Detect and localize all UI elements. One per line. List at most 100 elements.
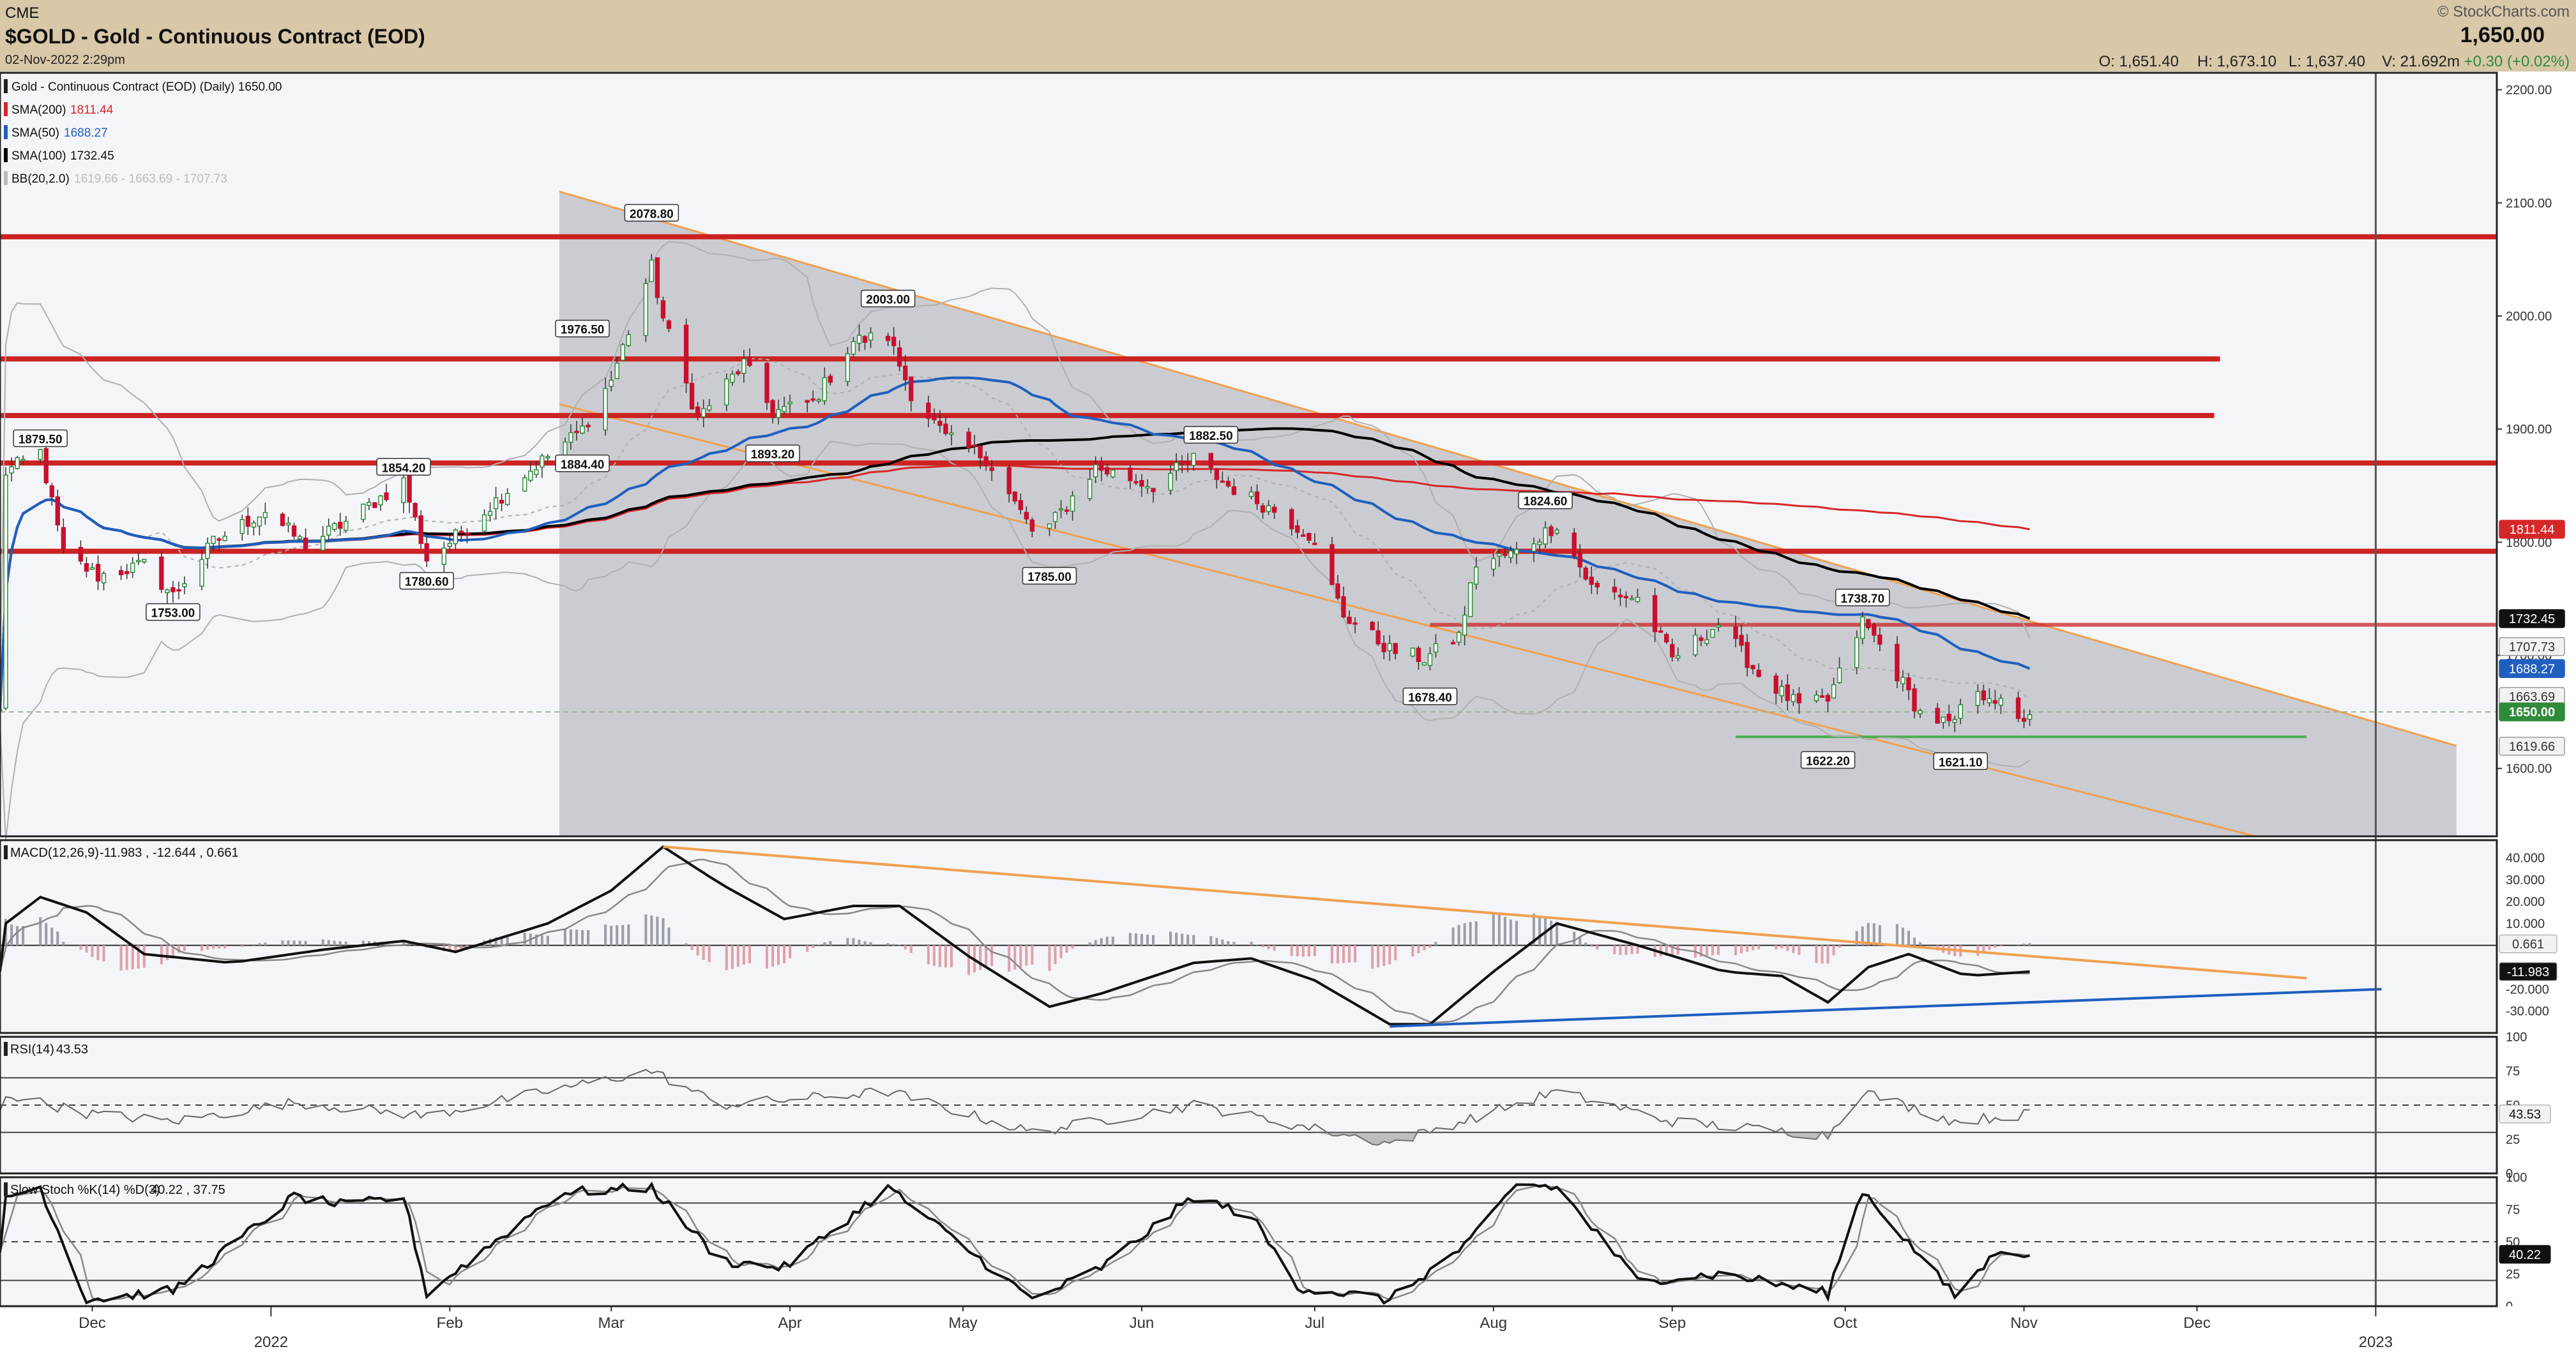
candle-body — [326, 525, 331, 536]
price-badge-label: 1663.69 — [2509, 690, 2555, 704]
candle-body — [20, 458, 26, 462]
candle-body — [1352, 622, 1358, 625]
candle-body — [1831, 684, 1837, 699]
candle-body — [1710, 629, 1715, 638]
price-annotation-label: 1621.10 — [1939, 756, 1983, 769]
candle-body — [1214, 469, 1220, 480]
candle-body — [1987, 698, 1992, 704]
candle-body — [747, 357, 752, 366]
candle-body — [142, 559, 147, 563]
candle-body — [776, 409, 781, 418]
candle-body — [1704, 639, 1709, 644]
price-annotation-label: 1785.00 — [1027, 571, 1072, 584]
candle-body — [1410, 647, 1416, 657]
candle-body — [1537, 541, 1542, 545]
macd-trendline — [1390, 988, 2382, 1028]
candle-body — [1387, 643, 1392, 651]
candle-body — [1064, 509, 1070, 512]
stoch-panel[interactable] — [0, 1177, 2497, 1306]
candle-body — [262, 512, 268, 518]
macd-panel[interactable] — [0, 840, 2497, 1033]
candle-body — [891, 336, 897, 347]
candle-body — [222, 536, 227, 541]
copyright-label: © StockCharts.com — [2437, 3, 2570, 20]
x-axis-label: Oct — [1833, 1315, 1858, 1332]
macd-trendline — [663, 845, 2307, 980]
candle-body — [101, 573, 107, 584]
price-annotation-label: 1854.20 — [382, 462, 426, 475]
candle-body — [1151, 488, 1156, 492]
candle-body — [487, 511, 493, 516]
bb-lower-line — [0, 441, 2031, 841]
candle-body — [1271, 506, 1277, 513]
candle-body — [367, 502, 372, 506]
price-axis-label: 1800.00 — [2506, 536, 2552, 550]
price-annotation-label: 1879.50 — [19, 433, 63, 446]
candle-body — [683, 324, 689, 384]
candle-body — [1029, 519, 1035, 532]
price-badge-label: 1811.44 — [2510, 523, 2555, 537]
candle-body — [1330, 544, 1335, 585]
candle-body — [458, 531, 464, 534]
candle-body — [43, 448, 49, 483]
candle-body — [787, 401, 792, 405]
rsi-panel[interactable] — [0, 1037, 2497, 1173]
stoch-axis-label: 100 — [2506, 1171, 2527, 1185]
rsi-panel-border — [0, 1036, 2498, 1175]
candle-body — [1375, 630, 1381, 645]
candle-body — [239, 519, 245, 534]
candle-body — [1676, 655, 1681, 659]
price-annotation-box — [146, 603, 201, 621]
candle-body — [540, 455, 545, 468]
candle-body — [1895, 644, 1900, 682]
legend-rsi-value: 43.53 — [56, 1043, 88, 1057]
candle-body — [1179, 460, 1185, 464]
x-axis-label: May — [948, 1315, 977, 1332]
rsi-axis-label: 0 — [2506, 1167, 2513, 1181]
price-badge — [2499, 520, 2565, 539]
candle-body — [966, 432, 971, 448]
candle-body — [1093, 464, 1098, 478]
legend-sma200-label: SMA(200) — [11, 103, 66, 117]
legend-sma200-value: 1811.44 — [70, 103, 114, 117]
price-annotation-label: 1678.40 — [1408, 691, 1452, 705]
price-axis-label: 2000.00 — [2506, 310, 2552, 324]
candle-body — [1796, 693, 1802, 704]
rsi-badge — [2499, 1104, 2551, 1124]
candle-body — [1750, 665, 1755, 670]
candle-body — [182, 583, 187, 587]
candle-body — [1872, 624, 1877, 636]
candle-body — [1231, 486, 1237, 495]
price-annotation-box — [1518, 491, 1573, 509]
candle-body — [1462, 614, 1467, 636]
candle-body — [1998, 698, 2004, 706]
candle-body — [257, 516, 262, 527]
candle-body — [1992, 700, 1998, 704]
candle-body — [724, 378, 729, 406]
ohlc-volume: V: 21.692m — [2382, 53, 2460, 70]
candle-body — [603, 388, 608, 431]
stoch-axis-label: 25 — [2506, 1268, 2520, 1282]
candle-body — [297, 536, 303, 539]
candle-body — [1024, 511, 1029, 520]
candle-body — [3, 474, 8, 709]
macd-axis-label: -20.000 — [2506, 983, 2549, 997]
candle-body — [9, 466, 14, 474]
x-axis-label: Apr — [778, 1315, 801, 1332]
candle-body — [1503, 554, 1508, 557]
macd-legend: MACD(12,26,9) -11.983 , -12.644 , 0.661 — [4, 845, 239, 860]
candle-body — [441, 547, 446, 565]
candle-body — [845, 353, 851, 382]
price-badge — [2499, 659, 2565, 679]
candle-body — [1347, 616, 1352, 624]
price-annotation-label: 1884.40 — [561, 458, 605, 472]
x-axis-label: Jul — [1305, 1315, 1325, 1332]
macd-axis-label: 10.000 — [2506, 917, 2545, 931]
x-axis-label: Dec — [79, 1315, 106, 1332]
candle-body — [447, 543, 453, 547]
x-axis-label: Nov — [2010, 1315, 2038, 1332]
candle-body — [689, 382, 695, 410]
candle-body — [609, 379, 614, 387]
rsi-oversold-fill — [0, 1132, 2030, 1145]
